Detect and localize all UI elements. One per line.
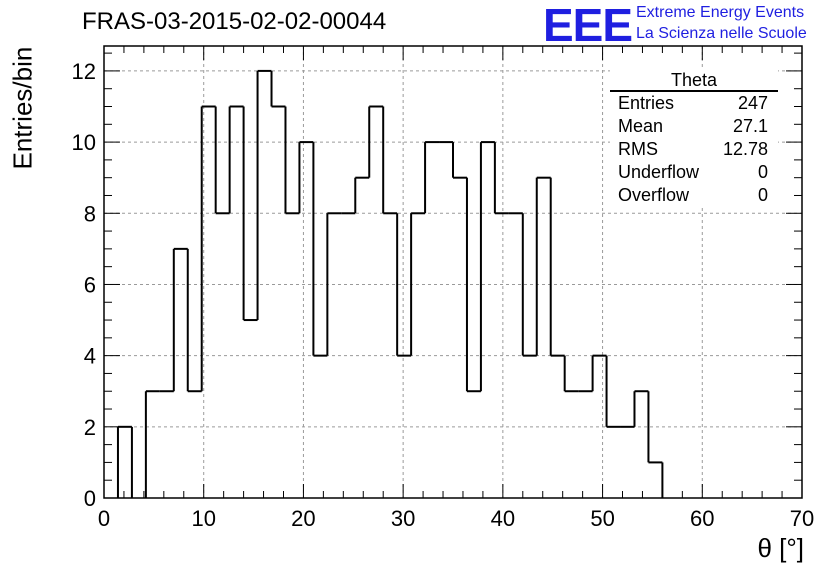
eee-logo: EEE [543, 0, 633, 51]
x-tick-label: 50 [590, 506, 614, 531]
stats-row-entries: Entries 247 [610, 92, 778, 115]
stats-box: Theta Entries 247 Mean 27.1 RMS 12.78 Un… [610, 70, 778, 207]
stats-label: RMS [618, 139, 658, 159]
stats-label: Underflow [618, 162, 700, 182]
y-tick-label: 10 [72, 130, 96, 155]
y-tick-label: 0 [84, 486, 96, 511]
x-tick-label: 30 [391, 506, 415, 531]
stats-title: Theta [610, 70, 778, 92]
x-tick-label: 70 [790, 506, 814, 531]
logo-line-2: La Scienza nelle Scuole [636, 25, 807, 42]
y-tick-label: 4 [84, 344, 96, 369]
x-tick-label: 60 [690, 506, 714, 531]
x-tick-label: 10 [191, 506, 215, 531]
y-tick-label: 2 [84, 415, 96, 440]
stats-label: Entries [618, 93, 675, 113]
x-tick-label: 0 [98, 506, 110, 531]
stats-row-mean: Mean 27.1 [610, 115, 778, 138]
plot-frame [103, 45, 803, 499]
stats-label: Mean [618, 116, 664, 136]
stats-label: Overflow [618, 185, 690, 205]
y-tick-label: 6 [84, 272, 96, 297]
x-tick-label: 40 [491, 506, 515, 531]
y-tick-label: 8 [84, 201, 96, 226]
stats-value: 0 [757, 185, 768, 205]
y-tick-label: 12 [72, 59, 96, 84]
x-tick-label: 20 [291, 506, 315, 531]
chart-title: FRAS-03-2015-02-02-00044 [82, 8, 387, 35]
stats-value: 12.78 [722, 139, 768, 159]
stats-row-overflow: Overflow 0 [610, 184, 778, 207]
stats-value: 27.1 [732, 116, 768, 136]
y-axis-label: Entries/bin [7, 46, 38, 170]
x-axis-label: θ [°] [757, 533, 804, 563]
stats-row-rms: RMS 12.78 [610, 138, 778, 161]
stats-value: 0 [757, 162, 768, 182]
logo-line-1: Extreme Energy Events [636, 4, 805, 21]
stats-row-underflow: Underflow 0 [610, 161, 778, 184]
stats-value: 247 [737, 93, 768, 113]
